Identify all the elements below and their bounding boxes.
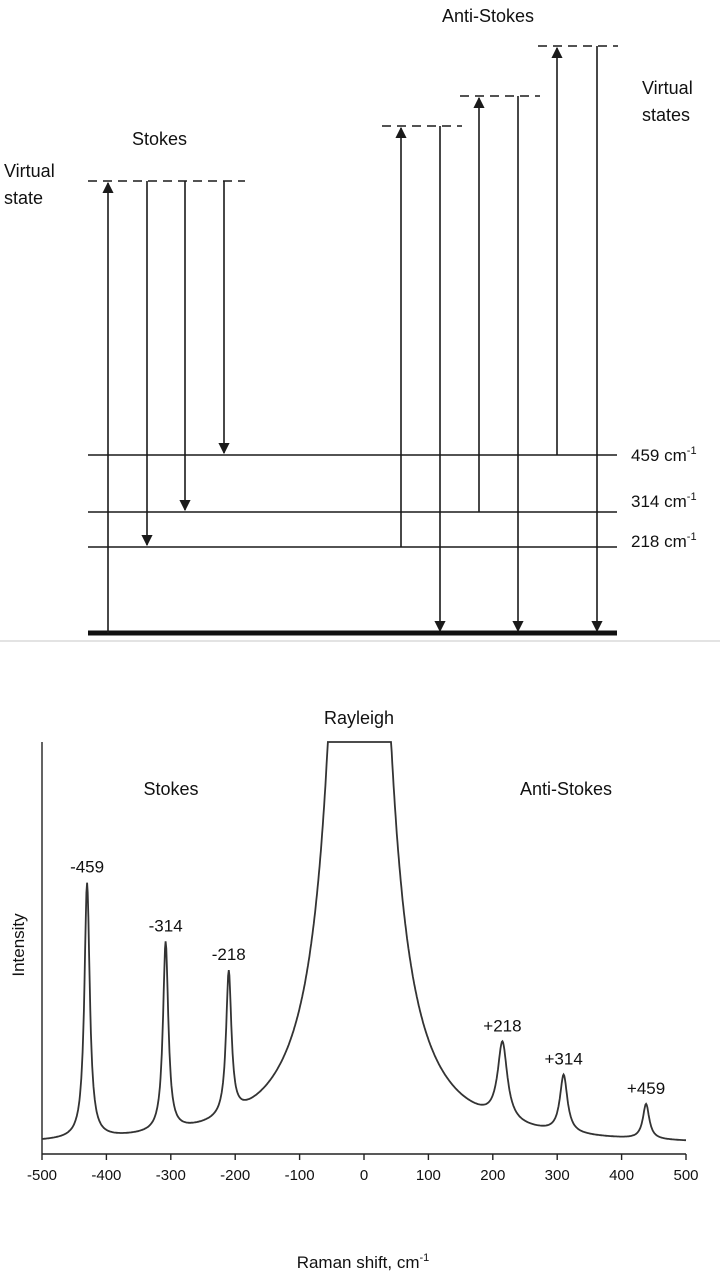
energy-diagram-svg: Stokes Anti-Stokes Virtual state Virtual… [4,6,697,636]
virtual-state-label-line2: state [4,188,43,208]
level-label-218: 218 cm-1 [631,531,697,551]
peak-label: +218 [483,1016,521,1035]
anti-stokes-region-label: Anti-Stokes [520,779,612,799]
x-tick-label: 300 [545,1167,570,1184]
peak-label: +314 [544,1050,582,1069]
stokes-label: Stokes [132,129,187,149]
x-tick-label: 200 [480,1167,505,1184]
y-axis-label: Intensity [9,913,28,977]
level-label-314: 314 cm-1 [631,491,697,511]
raman-spectrum-chart: -500 -400 -300 -200 -100 0 100 200 300 400 500 -45… [0,660,720,1280]
x-tick-label: -500 [27,1167,57,1184]
virtual-state-label-line1: Virtual [4,161,55,181]
x-axis-ticks: -500 -400 -300 -200 -100 0 100 200 300 400 500 [27,1154,699,1184]
x-tick-label: -100 [285,1167,315,1184]
peak-label: -218 [212,945,246,964]
rayleigh-label: Rayleigh [324,708,394,728]
x-tick-label: -300 [156,1167,186,1184]
peak-label: -314 [149,916,183,935]
x-tick-label: 0 [360,1167,368,1184]
peak-label: -459 [70,858,104,877]
x-tick-label: -200 [220,1167,250,1184]
x-tick-label: 400 [609,1167,634,1184]
level-label-459: 459 cm-1 [631,445,697,465]
raman-spectrum-svg: -500 -400 -300 -200 -100 0 100 200 300 400 500 -45… [9,708,699,1272]
x-axis-label: Raman shift, cm-1 [297,1252,430,1272]
virtual-states-label-line1: Virtual [642,78,693,98]
anti-stokes-label: Anti-Stokes [442,6,534,26]
x-tick-label: 100 [416,1167,441,1184]
energy-level-diagram: Stokes Anti-Stokes Virtual state Virtual… [0,6,720,642]
virtual-states-label-line2: states [642,105,690,125]
spectrum-line [41,741,686,1142]
peak-label: +459 [627,1079,665,1098]
peak-labels: -459 -314 -218 +218 +314 +459 [70,858,665,1098]
x-tick-label: -400 [91,1167,121,1184]
chart-axes [41,742,686,1155]
x-tick-label: 500 [673,1167,698,1184]
stokes-region-label: Stokes [143,779,198,799]
